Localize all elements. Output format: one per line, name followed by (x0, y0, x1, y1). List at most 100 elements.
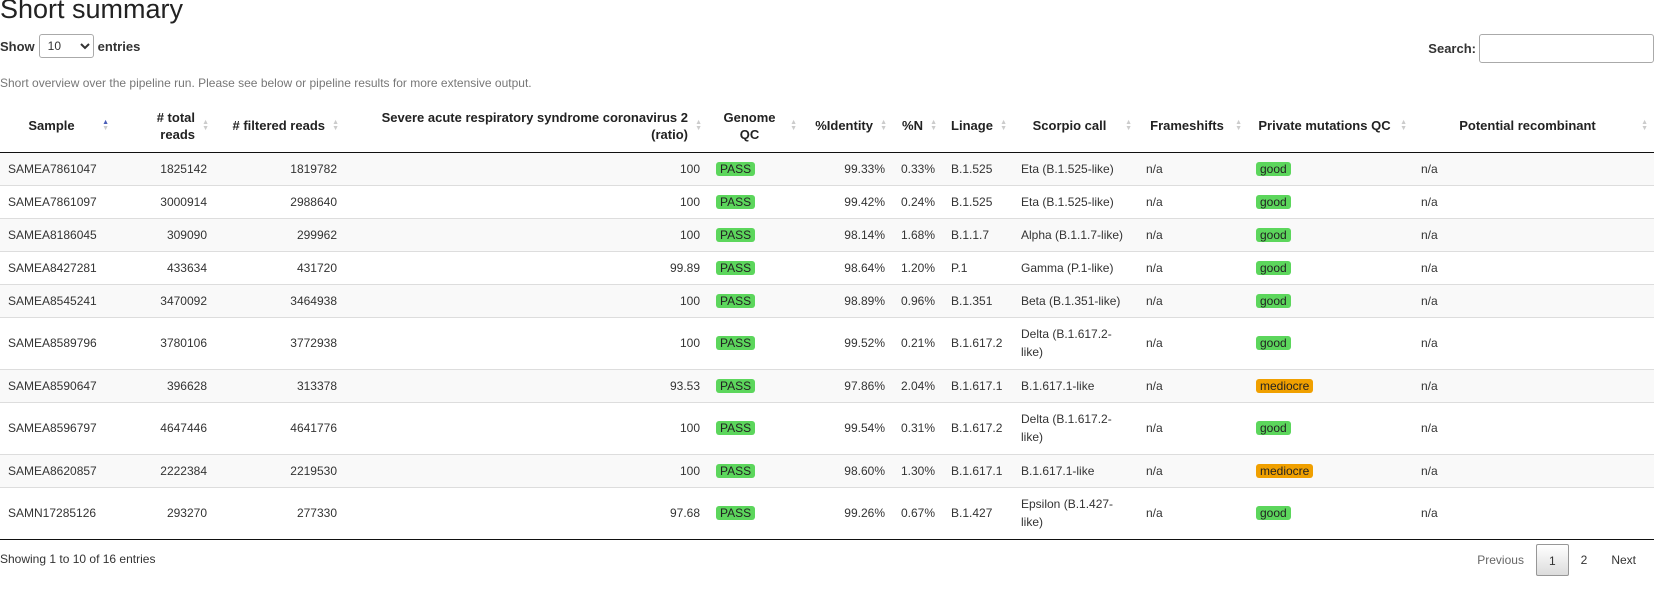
cell-private-mutations-qc: good (1248, 250, 1413, 284)
private-qc-badge: good (1256, 421, 1291, 435)
column-header-private-mutations-qc[interactable]: Private mutations QC ▲ ▼ (1248, 100, 1413, 153)
cell-identity: 98.64% (803, 250, 893, 284)
cell-sample: SAMEA8427281 (0, 250, 115, 284)
column-header-potential-recombinant[interactable]: Potential recombinant ▲ ▼ (1413, 100, 1654, 153)
cell-identity: 98.60% (803, 453, 893, 487)
cell-linage: B.1.1.7 (943, 217, 1013, 251)
column-header-genome-qc[interactable]: Genome QC ▲ ▼ (708, 100, 803, 153)
cell-filtered-reads: 3464938 (215, 283, 345, 317)
cell-frameshifts: n/a (1138, 453, 1248, 487)
cell-frameshifts: n/a (1138, 184, 1248, 218)
column-header-scorpio-call[interactable]: Scorpio call ▲ ▼ (1013, 100, 1138, 153)
cell-filtered-reads: 2988640 (215, 184, 345, 218)
cell-frameshifts: n/a (1138, 316, 1248, 369)
cell-total-reads: 2222384 (115, 453, 215, 487)
table-row: SAMEA8596797 4647446 4641776 100 PASS 99… (0, 401, 1654, 454)
cell-scorpio-call: B.1.617.1-like (1013, 368, 1138, 402)
cell-ratio: 100 (345, 217, 708, 251)
sort-icon: ▲ ▼ (1235, 118, 1242, 132)
genome-qc-badge: PASS (716, 421, 756, 435)
page-1-button[interactable]: 1 (1535, 544, 1569, 576)
cell-ratio: 100 (345, 184, 708, 218)
entries-select[interactable]: 10 (38, 34, 94, 58)
cell-linage: B.1.617.1 (943, 453, 1013, 487)
sort-icon: ▲ ▼ (880, 118, 887, 132)
cell-genome-qc: PASS (708, 316, 803, 369)
entries-length-control: Show 10 entries (0, 34, 140, 58)
table-row: SAMN17285126 293270 277330 97.68 PASS 99… (0, 486, 1654, 540)
column-header-percent-n[interactable]: %N ▲ ▼ (893, 100, 943, 153)
cell-ratio: 100 (345, 316, 708, 369)
column-header-filtered-reads[interactable]: # filtered reads ▲ ▼ (215, 100, 345, 153)
cell-potential-recombinant: n/a (1413, 368, 1654, 402)
cell-ratio: 93.53 (345, 368, 708, 402)
header-row: Sample ▲ ▼ # total reads ▲ ▼ # filtered read… (0, 100, 1654, 153)
cell-frameshifts: n/a (1138, 283, 1248, 317)
column-header-total-reads[interactable]: # total reads ▲ ▼ (115, 100, 215, 153)
cell-total-reads: 396628 (115, 368, 215, 402)
column-header-ratio[interactable]: Severe acute respiratory syndrome corona… (345, 100, 708, 153)
cell-percent-n: 0.24% (893, 184, 943, 218)
cell-percent-n: 2.04% (893, 368, 943, 402)
cell-potential-recombinant: n/a (1413, 486, 1654, 540)
cell-total-reads: 3780106 (115, 316, 215, 369)
cell-genome-qc: PASS (708, 486, 803, 540)
cell-percent-n: 1.20% (893, 250, 943, 284)
page-2-button[interactable]: 2 (1580, 553, 1588, 567)
cell-private-mutations-qc: good (1248, 184, 1413, 218)
cell-percent-n: 0.67% (893, 486, 943, 540)
cell-sample: SAMEA7861097 (0, 184, 115, 218)
cell-sample: SAMEA7861047 (0, 151, 115, 185)
genome-qc-badge: PASS (716, 506, 756, 520)
table-caption: Short overview over the pipeline run. Pl… (0, 76, 532, 90)
private-qc-badge: good (1256, 506, 1291, 520)
cell-percent-n: 0.96% (893, 283, 943, 317)
cell-filtered-reads: 2219530 (215, 453, 345, 487)
cell-identity: 99.26% (803, 486, 893, 540)
column-header-linage[interactable]: Linage ▲ ▼ (943, 100, 1013, 153)
cell-percent-n: 1.68% (893, 217, 943, 251)
cell-potential-recombinant: n/a (1413, 151, 1654, 185)
cell-filtered-reads: 3772938 (215, 316, 345, 369)
table-row: SAMEA8186045 309090 299962 100 PASS 98.1… (0, 217, 1654, 251)
cell-sample: SAMEA8186045 (0, 217, 115, 251)
previous-page-button[interactable]: Previous (1477, 553, 1524, 567)
cell-total-reads: 1825142 (115, 151, 215, 185)
cell-linage: B.1.525 (943, 151, 1013, 185)
search-input[interactable] (1479, 34, 1654, 63)
table-row: SAMEA8545241 3470092 3464938 100 PASS 98… (0, 283, 1654, 317)
cell-potential-recombinant: n/a (1413, 217, 1654, 251)
cell-total-reads: 293270 (115, 486, 215, 540)
cell-identity: 97.86% (803, 368, 893, 402)
cell-identity: 98.89% (803, 283, 893, 317)
sort-icon: ▲ ▼ (1641, 118, 1648, 132)
cell-private-mutations-qc: good (1248, 151, 1413, 185)
cell-ratio: 100 (345, 401, 708, 454)
cell-potential-recombinant: n/a (1413, 316, 1654, 369)
pagination: Previous 1 2 Next (1465, 544, 1648, 576)
cell-scorpio-call: Delta (B.1.617.2-like) (1013, 401, 1138, 454)
next-page-button[interactable]: Next (1611, 553, 1636, 567)
column-header-sample[interactable]: Sample ▲ ▼ (0, 100, 115, 153)
table-row: SAMEA8589796 3780106 3772938 100 PASS 99… (0, 316, 1654, 369)
cell-frameshifts: n/a (1138, 250, 1248, 284)
cell-linage: B.1.525 (943, 184, 1013, 218)
cell-percent-n: 0.31% (893, 401, 943, 454)
cell-sample: SAMEA8620857 (0, 453, 115, 487)
private-qc-badge: good (1256, 260, 1291, 275)
cell-sample: SAMEA8589796 (0, 316, 115, 369)
cell-frameshifts: n/a (1138, 217, 1248, 251)
private-qc-badge: good (1256, 194, 1291, 209)
cell-filtered-reads: 277330 (215, 486, 345, 540)
sort-icon: ▲ ▼ (1400, 118, 1407, 132)
cell-total-reads: 309090 (115, 217, 215, 251)
column-header-identity[interactable]: %Identity ▲ ▼ (803, 100, 893, 153)
cell-private-mutations-qc: mediocre (1248, 453, 1413, 487)
column-header-frameshifts[interactable]: Frameshifts ▲ ▼ (1138, 100, 1248, 153)
cell-ratio: 100 (345, 283, 708, 317)
cell-private-mutations-qc: mediocre (1248, 368, 1413, 402)
table-row: SAMEA7861097 3000914 2988640 100 PASS 99… (0, 184, 1654, 218)
sort-icon: ▲ ▼ (332, 118, 339, 132)
cell-scorpio-call: Eta (B.1.525-like) (1013, 151, 1138, 185)
cell-linage: B.1.351 (943, 283, 1013, 317)
